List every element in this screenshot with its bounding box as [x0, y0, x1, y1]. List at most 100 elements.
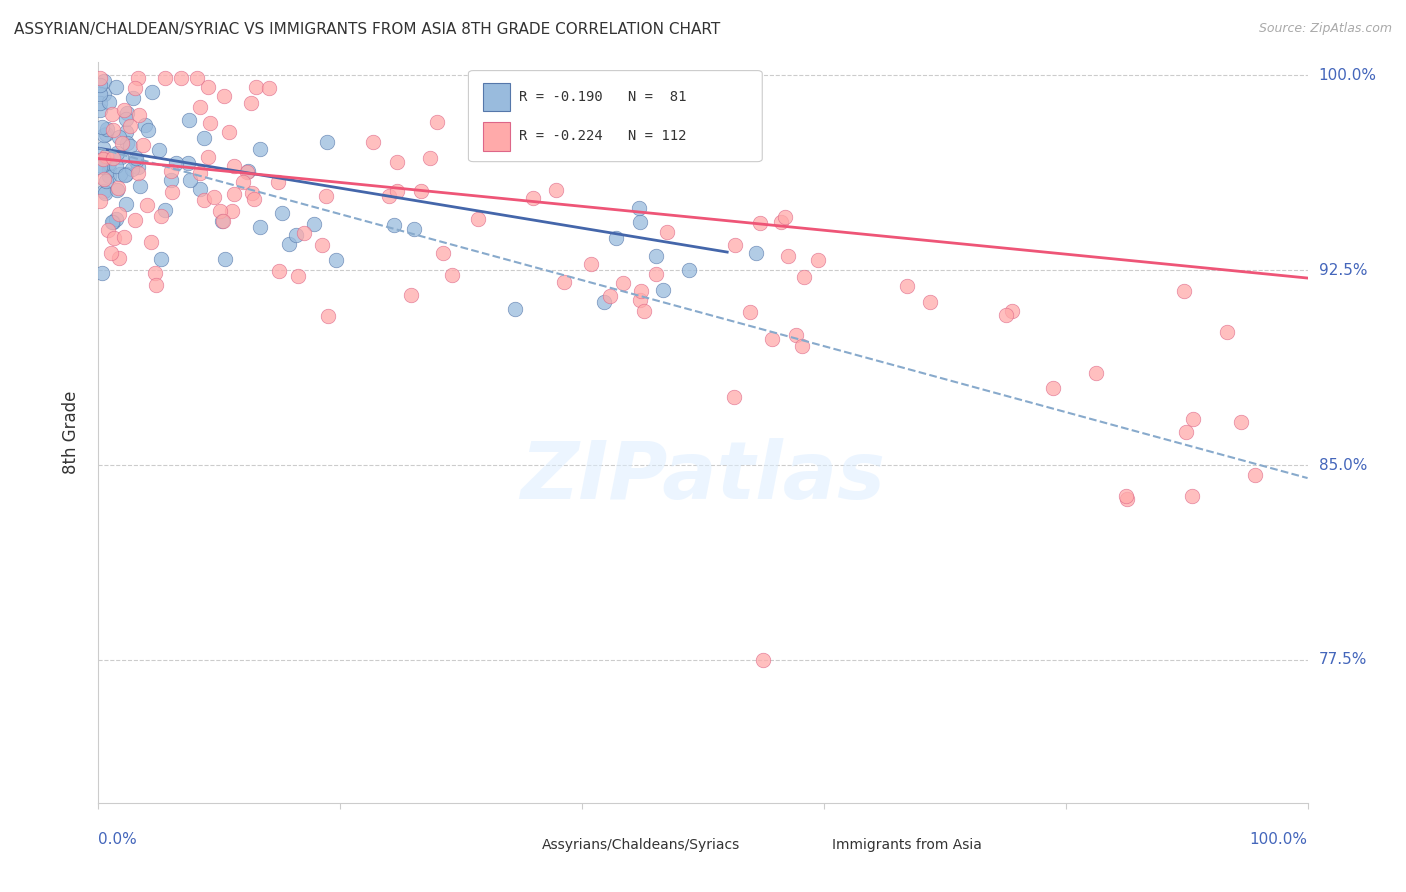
Point: [249, 142, 271, 156]
Point: [115, 136, 138, 151]
Point: [302, 217, 325, 231]
Point: [148, 143, 170, 157]
Point: [89, 103, 111, 117]
Point: [96, 174, 118, 188]
Point: [111, 136, 134, 151]
Point: [188, 182, 211, 196]
Point: [896, 279, 918, 293]
Point: [243, 192, 266, 206]
Point: [1001, 303, 1024, 318]
Y-axis label: 8th Grade: 8th Grade: [62, 391, 80, 475]
Point: [115, 168, 138, 182]
Point: [222, 186, 245, 201]
Point: [1173, 284, 1195, 298]
Point: [122, 90, 145, 104]
Point: [94, 153, 117, 167]
Point: [278, 236, 301, 251]
Point: [240, 186, 263, 200]
Point: [104, 80, 127, 95]
Point: [287, 268, 309, 283]
Point: [745, 246, 768, 260]
Point: [411, 184, 433, 198]
Point: [93, 73, 115, 87]
Point: [97, 223, 120, 237]
Point: [311, 237, 333, 252]
Point: [115, 112, 138, 127]
Point: [112, 103, 135, 117]
Point: [212, 89, 235, 103]
Point: [93, 128, 115, 142]
Point: [89, 78, 111, 92]
Point: [114, 125, 136, 139]
Point: [738, 305, 761, 319]
Point: [91, 266, 114, 280]
Point: [652, 283, 675, 297]
Point: [127, 160, 149, 174]
Point: [628, 293, 651, 307]
FancyBboxPatch shape: [482, 83, 509, 112]
Point: [89, 87, 111, 102]
Point: [628, 215, 651, 229]
Point: [776, 249, 799, 263]
Point: [197, 80, 219, 95]
Point: [141, 85, 163, 99]
Point: [785, 328, 807, 343]
Point: [138, 122, 160, 136]
Point: [211, 214, 233, 228]
Text: Source: ZipAtlas.com: Source: ZipAtlas.com: [1258, 22, 1392, 36]
FancyBboxPatch shape: [513, 831, 540, 859]
Point: [378, 189, 401, 203]
Point: [107, 207, 129, 221]
Point: [155, 202, 177, 217]
Point: [285, 228, 308, 243]
Point: [110, 167, 132, 181]
Point: [112, 230, 135, 244]
Point: [149, 252, 172, 266]
FancyBboxPatch shape: [803, 831, 830, 859]
Point: [124, 212, 146, 227]
FancyBboxPatch shape: [482, 122, 509, 151]
Point: [104, 159, 127, 173]
Text: 100.0%: 100.0%: [1250, 832, 1308, 847]
Point: [134, 119, 156, 133]
Point: [110, 150, 132, 164]
Point: [325, 252, 347, 267]
Point: [197, 150, 219, 164]
Point: [91, 120, 114, 134]
Point: [522, 191, 544, 205]
Point: [96, 122, 118, 136]
Point: [93, 185, 115, 199]
Point: [193, 194, 215, 208]
Point: [124, 81, 146, 95]
Point: [91, 152, 114, 166]
Point: [1181, 489, 1204, 503]
Point: [145, 277, 167, 292]
Text: 85.0%: 85.0%: [1319, 458, 1367, 473]
Point: [90, 159, 112, 173]
Point: [98, 156, 121, 170]
Point: [657, 225, 679, 239]
Point: [544, 184, 567, 198]
Text: ASSYRIAN/CHALDEAN/SYRIAC VS IMMIGRANTS FROM ASIA 8TH GRADE CORRELATION CHART: ASSYRIAN/CHALDEAN/SYRIAC VS IMMIGRANTS F…: [14, 22, 720, 37]
Point: [179, 172, 201, 186]
Point: [128, 108, 150, 122]
Point: [132, 138, 155, 153]
Point: [382, 219, 405, 233]
Point: [1115, 489, 1137, 503]
Point: [97, 95, 120, 109]
Point: [118, 119, 141, 133]
Point: [387, 184, 409, 198]
Point: [257, 81, 280, 95]
Point: [193, 131, 215, 145]
Point: [579, 257, 602, 271]
Point: [103, 231, 125, 245]
Point: [93, 172, 115, 186]
Point: [361, 135, 384, 149]
Point: [239, 96, 262, 111]
Point: [118, 139, 141, 153]
Point: [748, 216, 770, 230]
Point: [94, 148, 117, 162]
Point: [89, 194, 111, 208]
Point: [316, 135, 339, 149]
Point: [419, 151, 441, 165]
